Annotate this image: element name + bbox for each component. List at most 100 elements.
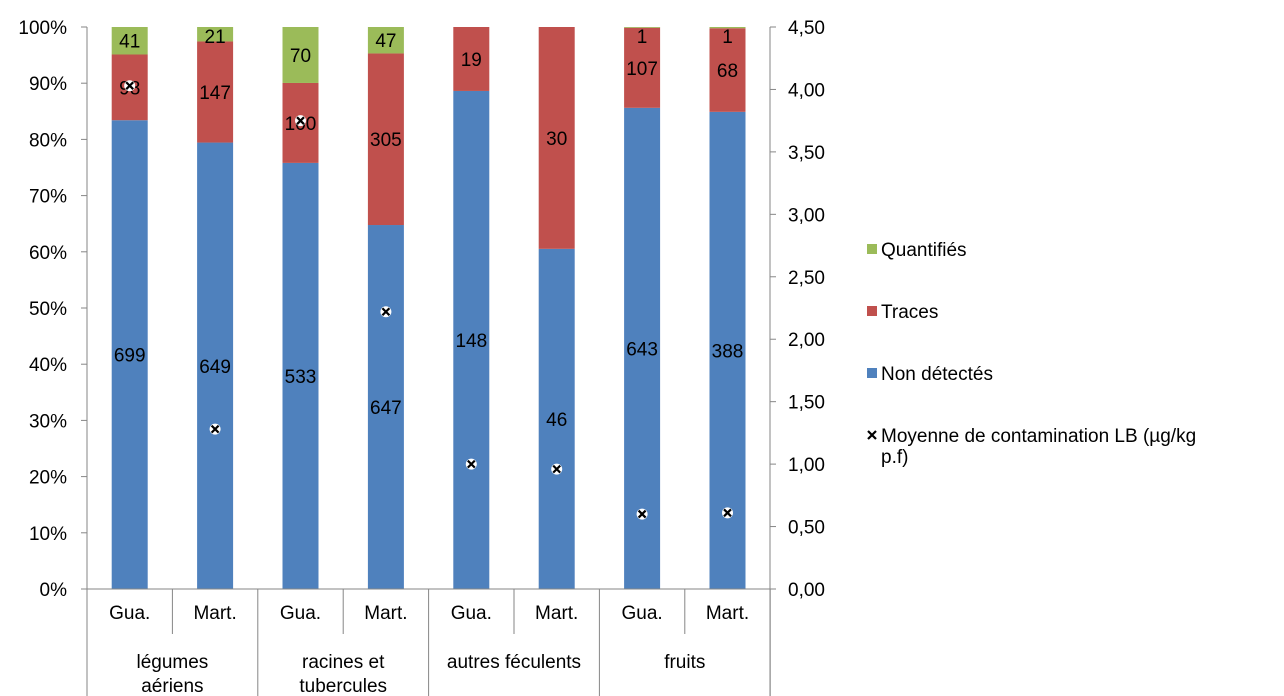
legend-label: Quantifiés [881, 240, 967, 261]
bar-segment-non-d-tect-s [282, 162, 319, 590]
right-axis-tick-label: 2,00 [788, 330, 825, 351]
legend-item: Traces [867, 302, 938, 323]
legend-label-line2: p.f) [881, 447, 908, 468]
left-axis-tick-label: 10% [29, 524, 67, 545]
data-label: 647 [370, 398, 402, 419]
group-label: légumes [136, 652, 208, 673]
mean-marker [380, 306, 392, 318]
bar-segment-non-d-tect-s [538, 248, 575, 589]
data-label: 699 [114, 346, 146, 367]
mean-marker [124, 80, 136, 92]
bar-segment-non-d-tect-s [453, 90, 490, 589]
bar-segment-non-d-tect-s [367, 225, 404, 589]
legend-label: Moyenne de contamination LB (µg/kg [881, 426, 1196, 447]
mean-marker [465, 458, 477, 470]
bar-segment-traces [538, 27, 575, 249]
left-axis-tick-label: 80% [29, 130, 67, 151]
mean-marker [551, 463, 563, 475]
data-label: 47 [375, 31, 396, 52]
legend-x-marker [867, 430, 877, 440]
legend-label: Non détectés [881, 364, 993, 385]
group-label: aériens [141, 676, 203, 696]
group-label: tubercules [299, 676, 387, 696]
bars-layer [111, 27, 746, 590]
right-axis-tick-label: 0,50 [788, 518, 825, 539]
bar-segment-non-d-tect-s [111, 120, 148, 589]
left-axis-tick-label: 0% [40, 580, 68, 601]
data-label: 388 [712, 341, 744, 362]
data-label: 1 [637, 27, 648, 48]
legend: Quantifiés Traces Non détectés Moyenne de c… [867, 240, 1196, 468]
left-axis-tick-label: 20% [29, 468, 67, 489]
data-label: 68 [717, 61, 738, 82]
data-label: 21 [205, 27, 226, 48]
data-label: 305 [370, 130, 402, 151]
left-axis-tick-label: 90% [29, 74, 67, 95]
mean-marker [209, 423, 221, 435]
left-axis-tick-label: 50% [29, 299, 67, 320]
data-label: 46 [546, 410, 567, 431]
category-label: Gua. [280, 603, 321, 624]
group-label: racines et [302, 652, 385, 673]
left-axis-tick-label: 70% [29, 187, 67, 208]
data-label: 643 [626, 339, 658, 360]
mean-marker [295, 115, 306, 127]
mean-markers-layer [124, 80, 733, 520]
right-axis-tick-label: 3,00 [788, 205, 825, 226]
bar-segment-quantifi-s [111, 27, 148, 55]
legend-swatch [867, 244, 877, 254]
legend-item: Quantifiés [867, 240, 967, 261]
left-axis-tick-label: 60% [29, 243, 67, 264]
category-label: Gua. [621, 603, 662, 624]
legend-item: Non détectés [867, 364, 993, 385]
data-labels-layer: 6999841649147215331007064730547148194630… [114, 27, 744, 431]
bar-segment-quantifi-s [367, 27, 404, 54]
tick-labels-layer: 0% 10% 20% 30% 40% 50% 60% 70% 80% 90% 100% 0,00 0,5… [18, 18, 825, 696]
bar-segment-traces [367, 53, 404, 226]
left-axis-tick-label: 40% [29, 355, 67, 376]
bar-segment-traces [624, 27, 661, 108]
bar-segment-quantifi-s [282, 27, 319, 83]
right-axis-tick-label: 4,50 [788, 18, 825, 39]
data-label: 107 [626, 59, 658, 80]
legend-swatch [867, 368, 877, 378]
category-label: Mart. [364, 603, 407, 624]
bar-segment-non-d-tect-s [197, 142, 234, 589]
category-label: Gua. [451, 603, 492, 624]
category-label: Gua. [109, 603, 150, 624]
group-label: autres féculents [447, 652, 581, 673]
right-axis-tick-label: 0,00 [788, 580, 825, 601]
right-axis-tick-label: 4,00 [788, 80, 825, 101]
legend-swatch [867, 306, 877, 316]
bar-segment-traces [197, 41, 234, 143]
bar-segment-traces [453, 27, 490, 91]
bar-segment-quantifi-s [624, 27, 661, 28]
bar-segment-traces [709, 28, 746, 112]
left-axis-tick-label: 30% [29, 411, 67, 432]
right-axis-tick-label: 2,50 [788, 268, 825, 289]
data-label: 1 [722, 27, 733, 48]
legend-label: Traces [881, 302, 938, 323]
data-label: 70 [290, 46, 311, 67]
category-label: Mart. [706, 603, 749, 624]
data-label: 41 [119, 32, 140, 53]
bar-segment-quantifi-s [197, 27, 234, 42]
data-label: 147 [199, 83, 231, 104]
bar-segment-quantifi-s [709, 27, 746, 29]
category-label: Mart. [535, 603, 578, 624]
legend-item: Moyenne de contamination LB (µg/kgp.f) [867, 426, 1196, 468]
category-label: Mart. [193, 603, 236, 624]
group-label: fruits [664, 652, 705, 673]
data-label: 30 [546, 129, 567, 150]
mean-marker [722, 507, 733, 519]
right-axis-tick-label: 1,00 [788, 455, 825, 476]
data-label: 148 [455, 331, 487, 352]
data-label: 649 [199, 357, 231, 378]
left-axis-tick-label: 100% [18, 18, 67, 39]
right-axis-tick-label: 3,50 [788, 143, 825, 164]
mean-marker [636, 508, 648, 520]
data-label: 19 [461, 50, 482, 71]
data-label: 533 [285, 367, 317, 388]
right-axis-tick-label: 1,50 [788, 393, 825, 414]
